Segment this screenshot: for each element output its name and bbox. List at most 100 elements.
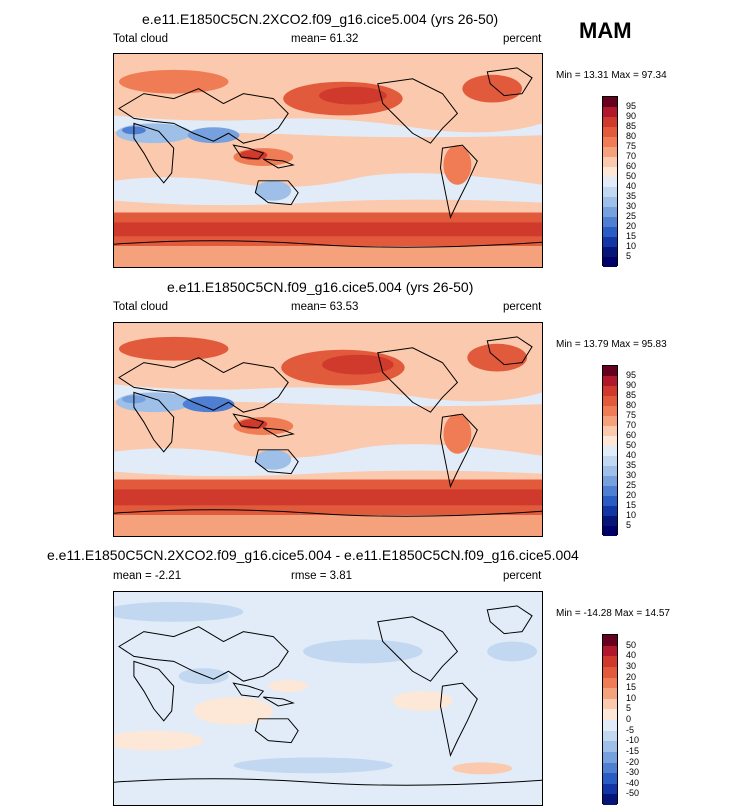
colorbar-swatch [603, 688, 617, 699]
panel1-mean: mean= 61.32 [291, 33, 359, 45]
colorbar-swatch [603, 496, 617, 506]
colorbar-tick-label: 90 [626, 380, 637, 390]
colorbar-tick-label: 25 [626, 211, 637, 221]
colorbar-tick-label: 40 [626, 450, 637, 460]
colorbar-tick-label: 60 [626, 161, 637, 171]
colorbar-swatch [603, 645, 617, 657]
panel2-left-label: Total cloud [113, 301, 168, 313]
panel3-minmax: Min = -14.28 Max = 14.57 [556, 608, 670, 619]
colorbar-swatch [603, 207, 617, 217]
colorbar-tick-label: 35 [626, 191, 637, 201]
colorbar-swatch [603, 187, 617, 197]
panel3-field [114, 592, 542, 805]
colorbar-swatch [603, 147, 617, 157]
panel3-units: percent [503, 570, 542, 582]
colorbar-swatch [603, 466, 617, 476]
colorbar-tick-label: 20 [626, 490, 637, 500]
colorbar-swatch [603, 526, 617, 536]
colorbar-swatch [603, 741, 617, 752]
colorbar-swatch [603, 436, 617, 446]
colorbar-tick-label: 15 [626, 231, 637, 241]
panel3-mean: mean = -2.21 [113, 570, 182, 582]
colorbar-tick-label: 80 [626, 131, 637, 141]
panel2-colorbar [602, 365, 618, 536]
colorbar-swatch [603, 366, 617, 376]
colorbar-tick-label: 5 [626, 251, 632, 261]
colorbar-tick-label: -10 [626, 735, 640, 746]
colorbar-tick-label: 75 [626, 410, 637, 420]
colorbar-tick-label: 50 [626, 440, 637, 450]
colorbar-swatch [603, 666, 617, 678]
colorbar-tick-label: 50 [626, 171, 637, 181]
colorbar-tick-label: -30 [626, 767, 640, 778]
colorbar-swatch [603, 157, 617, 167]
colorbar-swatch [603, 635, 617, 646]
panel2-title: e.e11.E1850C5CN.f09_g16.cice5.004 (yrs 2… [167, 279, 474, 295]
panel3-colorbar [602, 634, 618, 805]
season-label: MAM [579, 18, 632, 43]
colorbar-swatch [603, 773, 617, 784]
colorbar-swatch [603, 416, 617, 426]
colorbar-tick-label: 85 [626, 390, 637, 400]
panel3-title: e.e11.E1850C5CN.2XCO2.f09_g16.cice5.004 … [47, 547, 579, 563]
colorbar-swatch [603, 97, 617, 107]
colorbar-tick-label: 50 [626, 639, 637, 650]
colorbar-swatch [603, 506, 617, 516]
colorbar-swatch [603, 476, 617, 486]
colorbar-swatch [603, 656, 617, 667]
panel1-map [113, 53, 543, 268]
colorbar-tick-label: 35 [626, 460, 637, 470]
panel2-mean: mean= 63.53 [291, 301, 359, 313]
colorbar-swatch [603, 516, 617, 526]
colorbar-tick-label: 80 [626, 400, 637, 410]
colorbar-swatch [603, 426, 617, 436]
panel1-field [114, 54, 542, 267]
colorbar-tick-label: 70 [626, 420, 637, 430]
colorbar-swatch [603, 386, 617, 396]
colorbar-swatch [603, 107, 617, 117]
colorbar-swatch [603, 783, 617, 795]
colorbar-tick-label: 60 [626, 430, 637, 440]
colorbar-tick-label: 15 [626, 682, 637, 693]
panel2-units: percent [503, 301, 542, 313]
colorbar-swatch [603, 237, 617, 247]
colorbar-swatch [603, 177, 617, 187]
colorbar-tick-label: 10 [626, 510, 637, 520]
colorbar-tick-label: 30 [626, 201, 637, 211]
colorbar-tick-label: 75 [626, 141, 637, 151]
colorbar-tick-label: 5 [626, 520, 632, 530]
colorbar-swatch [603, 486, 617, 496]
colorbar-tick-label: 5 [626, 703, 632, 714]
colorbar-tick-label: -15 [626, 745, 640, 756]
colorbar-swatch [603, 117, 617, 127]
panel3-map [113, 591, 543, 806]
colorbar-tick-label: 85 [626, 121, 637, 131]
colorbar-swatch [603, 446, 617, 456]
colorbar-swatch [603, 406, 617, 416]
panel2-minmax: Min = 13.79 Max = 95.83 [556, 339, 667, 350]
colorbar-tick-label: 40 [626, 650, 637, 661]
colorbar-tick-label: 40 [626, 181, 637, 191]
colorbar-swatch [603, 197, 617, 207]
panel2-field [114, 323, 542, 536]
colorbar-swatch [603, 396, 617, 406]
colorbar-tick-label: 0 [626, 714, 632, 724]
colorbar-swatch [603, 762, 617, 774]
colorbar-tick-label: 90 [626, 111, 637, 121]
colorbar-tick-label: 20 [626, 221, 637, 231]
panel2-map [113, 322, 543, 537]
colorbar-swatch [603, 751, 617, 763]
colorbar-tick-label: 20 [626, 671, 637, 682]
colorbar-swatch [603, 698, 617, 710]
colorbar-tick-label: 30 [626, 470, 637, 480]
colorbar-tick-label: -20 [626, 756, 640, 767]
colorbar-swatch [603, 137, 617, 147]
colorbar-tick-label: -50 [626, 788, 640, 799]
colorbar-tick-label: -40 [626, 777, 640, 788]
panel3-rmse: rmse = 3.81 [291, 570, 353, 582]
colorbar-tick-label: 10 [626, 692, 637, 703]
panel1-minmax: Min = 13.31 Max = 97.34 [556, 70, 667, 81]
colorbar-tick-label: 70 [626, 151, 637, 161]
panel1-left-label: Total cloud [113, 33, 168, 45]
colorbar-swatch [603, 227, 617, 237]
